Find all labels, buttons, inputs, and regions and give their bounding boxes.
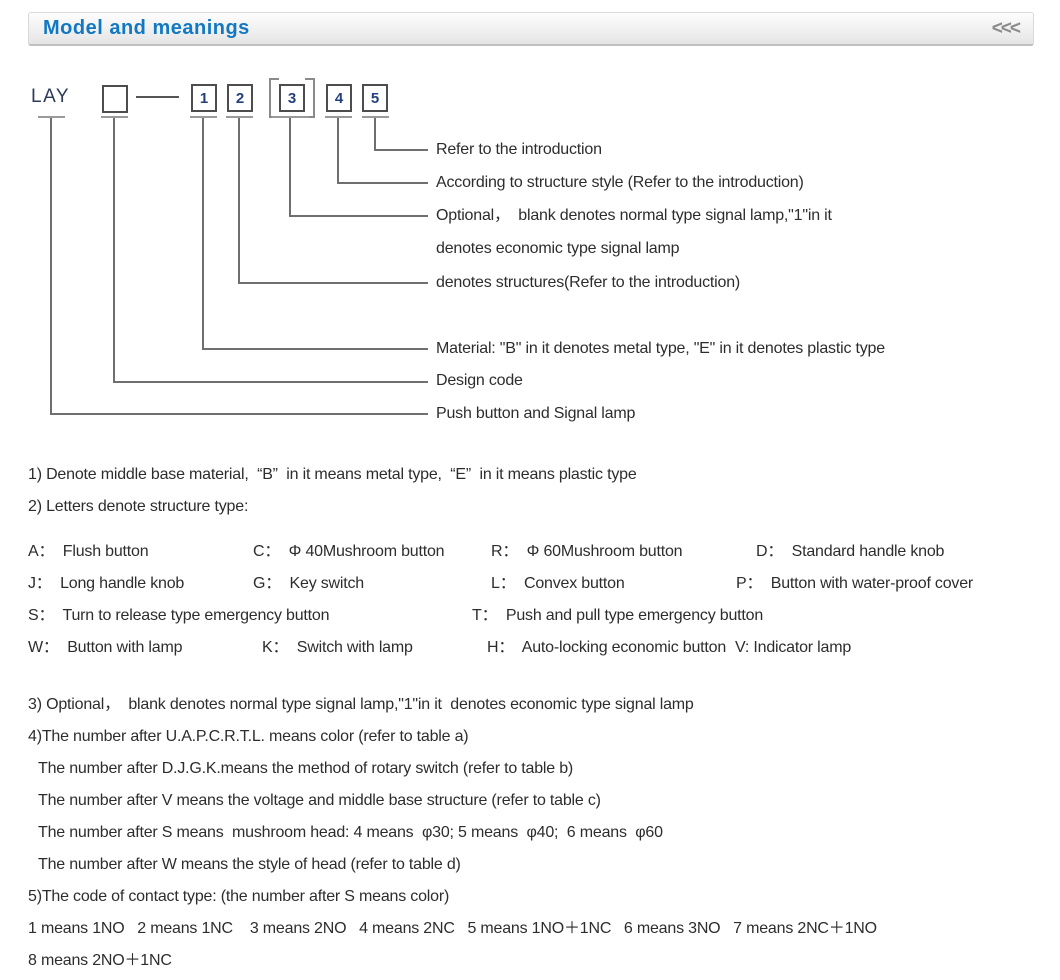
type-T: T： Push and pull type emergency button [472,607,764,624]
model-prefix: LAY [31,86,71,107]
label-product: Push button and Signal lamp [436,405,636,422]
type-J: J： Long handle knob [28,575,185,592]
connector-vline-lay [50,118,52,414]
note-1: 1) Denote middle base material, “B” in i… [28,466,637,483]
note-4b: The number after V means the voltage and… [38,792,601,809]
dash-line [136,96,179,98]
connector-hline-design [113,381,428,383]
connector-vline-2 [238,118,240,283]
type-S: S： Turn to release type emergency button [28,607,330,624]
note-4a: The number after D.J.G.K.means the metho… [38,760,574,777]
label-pos2: denotes structures(Refer to the introduc… [436,274,741,291]
collapse-chevrons-icon[interactable]: <<< [991,17,1021,39]
tick-5 [362,116,389,118]
tick-2 [226,116,253,118]
tick-design-code [101,116,128,118]
note-3: 3) Optional， blank denotes normal type s… [28,696,694,713]
tick-4 [325,116,352,118]
tick-1 [190,116,217,118]
note-4d: The number after W means the style of he… [38,856,461,873]
type-H: H： Auto-locking economic button [487,639,727,656]
connector-vline-3 [289,118,291,216]
note-2: 2) Letters denote structure type: [28,498,249,515]
type-V: V: Indicator lamp [735,639,852,656]
note-5: 5)The code of contact type: (the number … [28,888,450,905]
code-box-5: 5 [362,84,388,112]
code-box-3: 3 [279,84,305,112]
label-pos5: Refer to the introduction [436,141,602,158]
tick-3 [272,116,309,118]
note-5b: 8 means 2NO＋1NC [28,952,172,969]
note-4: 4)The number after U.A.P.C.R.T.L. means … [28,728,469,745]
connector-vline-1 [202,118,204,349]
code-box-2: 2 [227,84,253,112]
type-W: W： Button with lamp [28,639,183,656]
section-title: Model and meanings [43,17,250,39]
connector-vline-design [113,118,115,382]
section-header-bar: Model and meanings <<< [28,12,1034,46]
design-code-box [102,85,128,113]
type-C: C： Φ 40Mushroom button [253,543,445,560]
connector-hline-lay [50,413,428,415]
label-design-code: Design code [436,372,523,389]
type-D: D： Standard handle knob [756,543,945,560]
connector-hline-5 [374,149,428,151]
type-L: L： Convex button [491,575,625,592]
connector-vline-5 [374,118,376,150]
type-G: G： Key switch [253,575,365,592]
connector-hline-3 [289,215,428,217]
code-box-4: 4 [326,84,352,112]
connector-vline-4 [337,118,339,183]
note-5a: 1 means 1NO 2 means 1NC 3 means 2NO 4 me… [28,920,877,937]
connector-hline-1 [202,348,428,350]
label-pos3-line1: Optional， blank denotes normal type sign… [436,207,832,224]
bracket-left-icon [269,78,279,118]
code-box-1: 1 [191,84,217,112]
label-pos3-line2: denotes economic type signal lamp [436,240,680,257]
label-pos1: Material: "B" in it denotes metal type, … [436,340,885,357]
type-R: R： Φ 60Mushroom button [491,543,683,560]
bracket-right-icon [305,78,315,118]
label-pos4: According to structure style (Refer to t… [436,174,804,191]
type-A: A： Flush button [28,543,149,560]
connector-hline-4 [337,182,428,184]
type-K: K： Switch with lamp [262,639,413,656]
tick-lay [38,116,65,118]
note-4c: The number after S means mushroom head: … [38,824,663,841]
connector-hline-2 [238,282,428,284]
type-P: P： Button with water-proof cover [736,575,974,592]
